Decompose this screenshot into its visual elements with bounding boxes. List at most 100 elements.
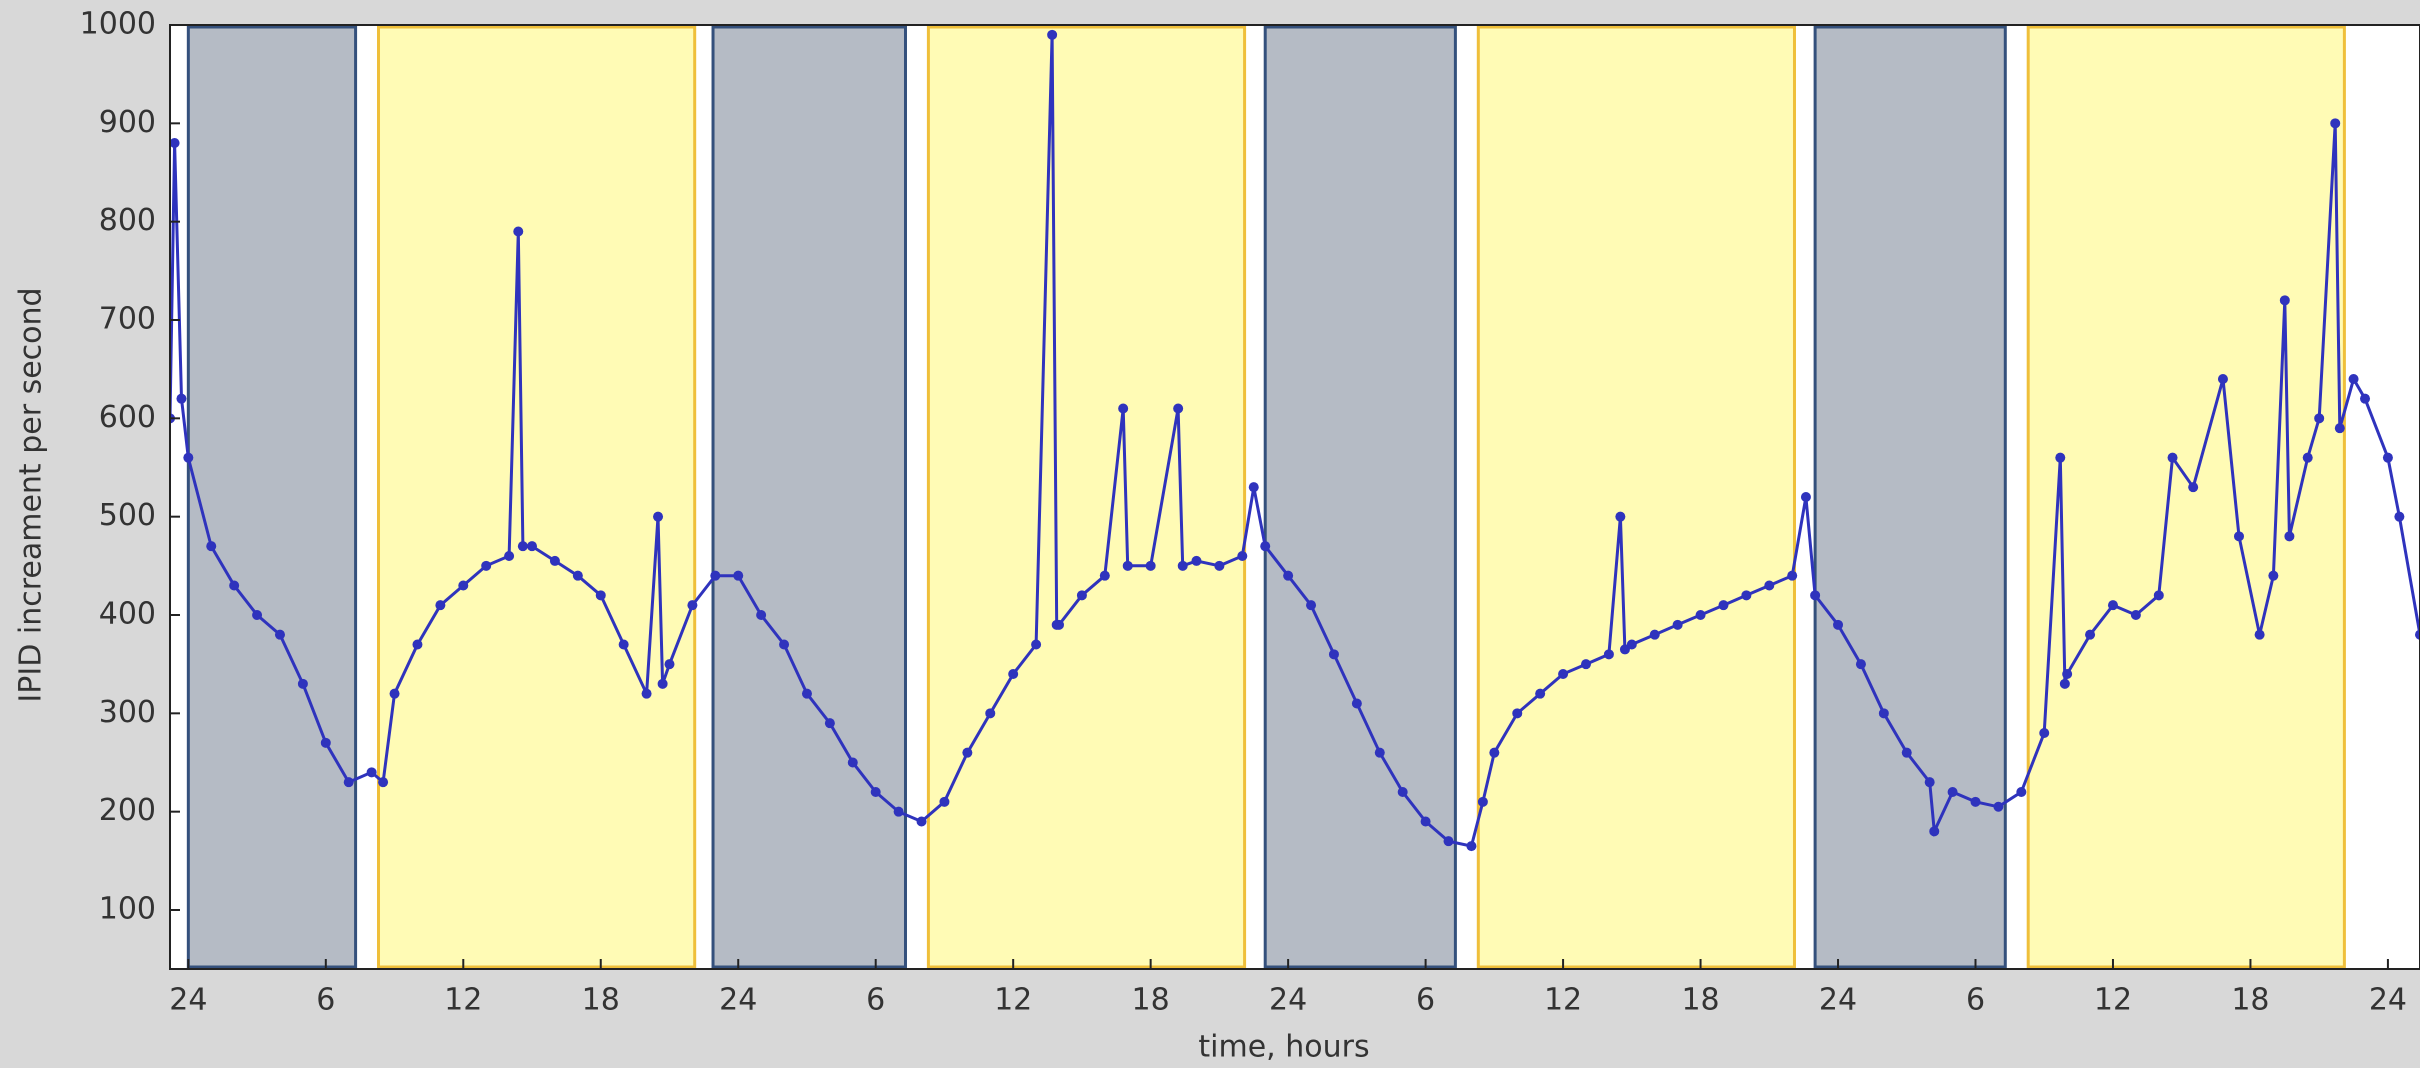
data-point bbox=[320, 737, 331, 748]
data-point bbox=[1260, 541, 1271, 552]
y-tick-label: 800 bbox=[99, 203, 156, 238]
data-point bbox=[1047, 29, 1058, 40]
data-point bbox=[916, 816, 927, 827]
data-point bbox=[504, 551, 515, 561]
data-point bbox=[2415, 629, 2420, 640]
data-point bbox=[939, 796, 950, 807]
data-point bbox=[2254, 629, 2265, 640]
y-tick-label: 1000 bbox=[80, 7, 156, 42]
data-point bbox=[517, 541, 528, 552]
data-point bbox=[1466, 841, 1477, 852]
data-point bbox=[687, 600, 698, 611]
data-point bbox=[1031, 639, 1042, 650]
time-region bbox=[1263, 25, 1457, 969]
data-point bbox=[1695, 610, 1706, 620]
data-point bbox=[1328, 649, 1339, 660]
y-tick-label: 600 bbox=[99, 400, 156, 435]
data-point bbox=[1603, 649, 1614, 660]
data-point bbox=[870, 787, 881, 797]
x-tick-label: 6 bbox=[1416, 983, 1435, 1018]
data-point bbox=[1833, 619, 1844, 630]
time-region bbox=[926, 25, 1247, 969]
data-point bbox=[389, 688, 400, 699]
data-point bbox=[206, 541, 217, 552]
data-point bbox=[527, 541, 538, 552]
data-point bbox=[1626, 639, 1637, 650]
data-point bbox=[641, 688, 652, 699]
data-point bbox=[1535, 688, 1546, 699]
x-tick-label: 24 bbox=[1269, 983, 1307, 1018]
data-point bbox=[1420, 816, 1431, 827]
y-tick-label: 900 bbox=[99, 105, 156, 140]
data-point bbox=[2284, 531, 2295, 542]
data-point bbox=[481, 560, 492, 571]
plot-layer bbox=[170, 25, 2420, 969]
data-point bbox=[252, 610, 263, 620]
data-point bbox=[1076, 590, 1087, 601]
data-point bbox=[1191, 555, 1202, 566]
data-point bbox=[1558, 669, 1569, 679]
data-point bbox=[2233, 531, 2244, 542]
data-point bbox=[2314, 413, 2325, 424]
time-region bbox=[377, 25, 697, 969]
data-point bbox=[801, 688, 812, 699]
data-point bbox=[2279, 295, 2290, 306]
data-point bbox=[733, 570, 744, 581]
y-tick-label: 500 bbox=[99, 498, 156, 533]
data-point bbox=[1477, 796, 1488, 807]
data-point bbox=[1122, 560, 1133, 571]
data-point bbox=[2348, 374, 2359, 384]
data-point bbox=[962, 747, 973, 758]
data-point bbox=[1054, 619, 1065, 630]
data-point bbox=[1374, 747, 1385, 758]
data-point bbox=[1649, 629, 1660, 640]
data-point bbox=[183, 452, 194, 463]
y-tick-label: 400 bbox=[99, 597, 156, 632]
data-point bbox=[2268, 570, 2279, 581]
x-tick-label: 12 bbox=[444, 983, 482, 1018]
y-axis-label: IPID increament per second bbox=[14, 287, 49, 702]
data-point bbox=[412, 639, 423, 650]
plot-frame bbox=[169, 24, 2420, 970]
data-point bbox=[2382, 452, 2393, 463]
data-point bbox=[1993, 801, 2004, 812]
x-tick-label: 18 bbox=[1132, 983, 1170, 1018]
data-point bbox=[824, 718, 835, 729]
y-tick-label: 300 bbox=[99, 695, 156, 730]
data-point bbox=[297, 678, 308, 689]
x-tick-label: 24 bbox=[2369, 983, 2407, 1018]
x-axis-label: time, hours bbox=[1198, 1030, 1369, 1065]
data-point bbox=[2302, 452, 2313, 463]
data-point bbox=[2062, 669, 2073, 679]
data-point bbox=[1855, 659, 1866, 670]
data-point bbox=[2153, 590, 2164, 601]
data-point bbox=[1008, 669, 1019, 679]
data-point bbox=[1787, 570, 1798, 581]
y-tick-label: 200 bbox=[99, 793, 156, 828]
data-point bbox=[1306, 600, 1317, 611]
x-tick-label: 18 bbox=[2231, 983, 2269, 1018]
data-point bbox=[2167, 452, 2178, 463]
data-point bbox=[595, 590, 606, 601]
data-point bbox=[1145, 560, 1156, 571]
data-point bbox=[2085, 629, 2096, 640]
data-point bbox=[1214, 560, 1225, 571]
data-point bbox=[343, 777, 354, 788]
x-tick-label: 24 bbox=[169, 983, 207, 1018]
x-tick-label: 18 bbox=[582, 983, 620, 1018]
data-point bbox=[893, 806, 904, 817]
data-point bbox=[2360, 393, 2371, 404]
data-point bbox=[1237, 551, 1248, 561]
data-point bbox=[1351, 698, 1362, 709]
data-point bbox=[2188, 482, 2199, 493]
data-point bbox=[1615, 511, 1626, 522]
data-point bbox=[366, 767, 377, 778]
y-tick-label: 100 bbox=[99, 892, 156, 927]
data-point bbox=[2334, 423, 2345, 434]
x-tick-label: 24 bbox=[719, 983, 757, 1018]
data-point bbox=[170, 138, 180, 148]
data-point bbox=[2130, 610, 2141, 620]
data-point bbox=[664, 659, 675, 670]
data-point bbox=[1741, 590, 1752, 601]
